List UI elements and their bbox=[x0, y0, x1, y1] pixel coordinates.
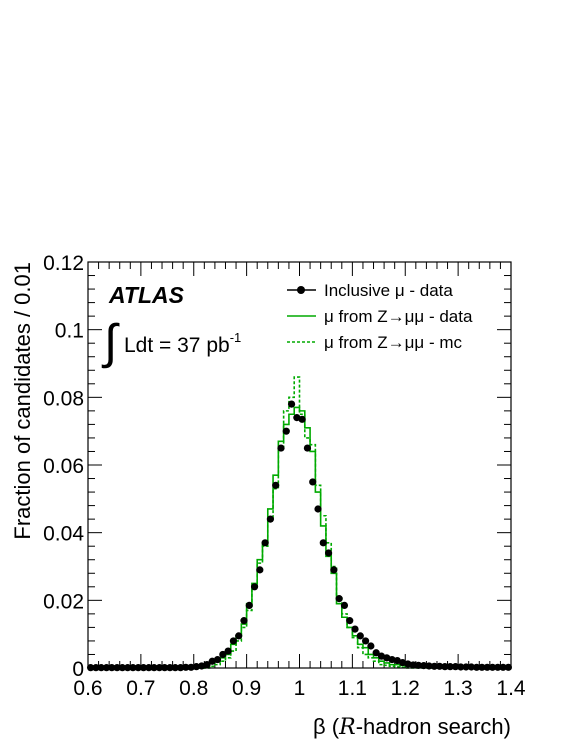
x-tick-label: 1.3 bbox=[444, 677, 473, 700]
data-point bbox=[499, 663, 507, 671]
legend-marker bbox=[297, 286, 305, 294]
x-axis-label-prefix: β ( bbox=[313, 714, 340, 739]
y-axis-label: Fraction of candidates / 0.01 bbox=[10, 262, 35, 540]
legend-label: μ from Z→μμ - data bbox=[324, 307, 473, 326]
atlas-label: ATLAS bbox=[108, 282, 185, 308]
x-tick-label: 1.4 bbox=[496, 677, 526, 700]
y-tick-label: 0.08 bbox=[43, 387, 84, 410]
x-tick-labels: 0.6 0.7 0.8 0.9 1 1.1 1.2 1.3 1.4 bbox=[73, 677, 526, 700]
data-point bbox=[187, 663, 195, 671]
x-axis-label: β (R-hadron search) bbox=[313, 714, 511, 740]
data-point bbox=[504, 663, 512, 671]
luminosity-text: Ldt = 37 pb-1 bbox=[124, 330, 241, 357]
y-tick-label: 0.06 bbox=[43, 455, 84, 478]
legend-label: Inclusive μ - data bbox=[324, 281, 453, 300]
y-tick-labels: 0 0.02 0.04 0.06 0.08 0.1 0.12 bbox=[43, 252, 84, 681]
luminosity-exponent: -1 bbox=[230, 330, 242, 345]
plot-frame bbox=[87, 261, 512, 669]
x-tick-label: 1.1 bbox=[338, 677, 367, 700]
data-point bbox=[372, 649, 380, 657]
data-point bbox=[414, 661, 423, 669]
data-point bbox=[298, 415, 306, 423]
data-point bbox=[272, 481, 280, 489]
x-tick-label: 0.8 bbox=[179, 677, 208, 700]
data-point bbox=[478, 663, 486, 671]
data-point bbox=[250, 583, 259, 591]
x-tick-label: 0.9 bbox=[232, 677, 261, 700]
data-point bbox=[324, 549, 333, 557]
data-point bbox=[462, 663, 470, 671]
z-data-step-line bbox=[88, 406, 511, 669]
data-point bbox=[213, 655, 222, 664]
data-point bbox=[224, 647, 232, 655]
data-point bbox=[488, 663, 497, 671]
series-inclusive-data bbox=[87, 400, 512, 672]
data-point bbox=[340, 601, 349, 610]
data-point bbox=[182, 663, 190, 671]
data-point bbox=[229, 637, 238, 645]
x-tick-label: 0.7 bbox=[126, 677, 155, 700]
data-point bbox=[256, 566, 264, 574]
legend-entry: μ from Z→μμ - mc bbox=[287, 333, 462, 352]
data-point bbox=[467, 663, 475, 671]
data-point bbox=[240, 617, 248, 625]
legend-label: μ from Z→μμ - mc bbox=[324, 333, 462, 352]
data-point bbox=[457, 663, 465, 671]
data-point bbox=[287, 400, 296, 408]
data-point bbox=[303, 444, 312, 452]
data-point bbox=[346, 617, 354, 625]
data-point bbox=[261, 539, 269, 547]
data-point bbox=[277, 444, 285, 452]
x-tick-label: 1 bbox=[294, 677, 306, 700]
data-point bbox=[203, 661, 211, 669]
legend-entry: μ from Z→μμ - data bbox=[287, 307, 473, 326]
integral-sign: ∫ bbox=[101, 316, 120, 369]
data-point bbox=[282, 427, 290, 435]
legend-entry: Inclusive μ - data bbox=[287, 281, 453, 300]
y-tick-label: 0 bbox=[72, 658, 84, 681]
data-point bbox=[319, 539, 327, 547]
data-point bbox=[266, 515, 275, 523]
data-point bbox=[219, 650, 227, 659]
data-point bbox=[473, 663, 481, 671]
data-point bbox=[494, 663, 502, 671]
y-tick-label: 0.02 bbox=[43, 590, 84, 613]
data-point bbox=[335, 595, 343, 603]
data-point bbox=[356, 632, 364, 640]
x-tick-label: 0.6 bbox=[73, 677, 102, 700]
data-point bbox=[330, 566, 338, 574]
series-z-data bbox=[88, 406, 511, 669]
data-point bbox=[361, 637, 370, 645]
x-tick-label: 1.2 bbox=[391, 677, 420, 700]
data-point bbox=[245, 601, 253, 610]
data-point bbox=[351, 625, 359, 633]
legend: Inclusive μ - data μ from Z→μμ - data μ fr… bbox=[287, 281, 473, 352]
data-point bbox=[235, 632, 243, 640]
y-tick-label: 0.12 bbox=[43, 252, 84, 275]
y-tick-label: 0.1 bbox=[55, 320, 84, 343]
data-point bbox=[314, 505, 322, 513]
x-axis-label-italic: R bbox=[338, 715, 356, 740]
luminosity-value: Ldt = 37 pb bbox=[124, 334, 230, 357]
data-point bbox=[309, 478, 317, 486]
y-tick-label: 0.04 bbox=[43, 523, 84, 546]
data-point bbox=[409, 661, 417, 669]
data-point bbox=[367, 642, 375, 650]
x-axis-label-suffix: -hadron search) bbox=[356, 714, 511, 739]
luminosity-label: ∫ Ldt = 37 pb-1 bbox=[101, 316, 241, 369]
data-point bbox=[483, 663, 491, 671]
